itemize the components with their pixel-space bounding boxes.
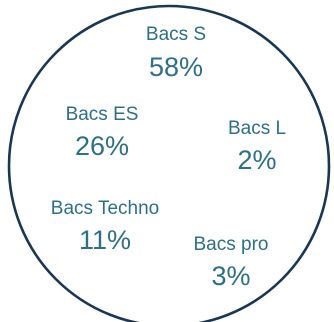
slice-value-bacs-techno: 11% [79,225,131,255]
slice-value-bacs-pro: 3% [211,261,250,291]
slice-value-bacs-es: 26% [75,131,129,161]
pie-outline [7,4,331,322]
slice-value-bacs-l: 2% [237,145,276,175]
slice-label-bacs-s: Bacs S [146,24,206,45]
slice-labels: Bacs S 58% Bacs ES 26% Bacs L 2% Bacs Techno 11… [51,24,286,291]
slice-label-bacs-pro: Bacs pro [194,234,269,255]
slice-value-bacs-s: 58% [149,52,203,82]
slice-label-bacs-es: Bacs ES [66,104,139,125]
slice-label-bacs-techno: Bacs Techno [51,198,159,219]
slice-label-bacs-l: Bacs L [228,118,286,139]
